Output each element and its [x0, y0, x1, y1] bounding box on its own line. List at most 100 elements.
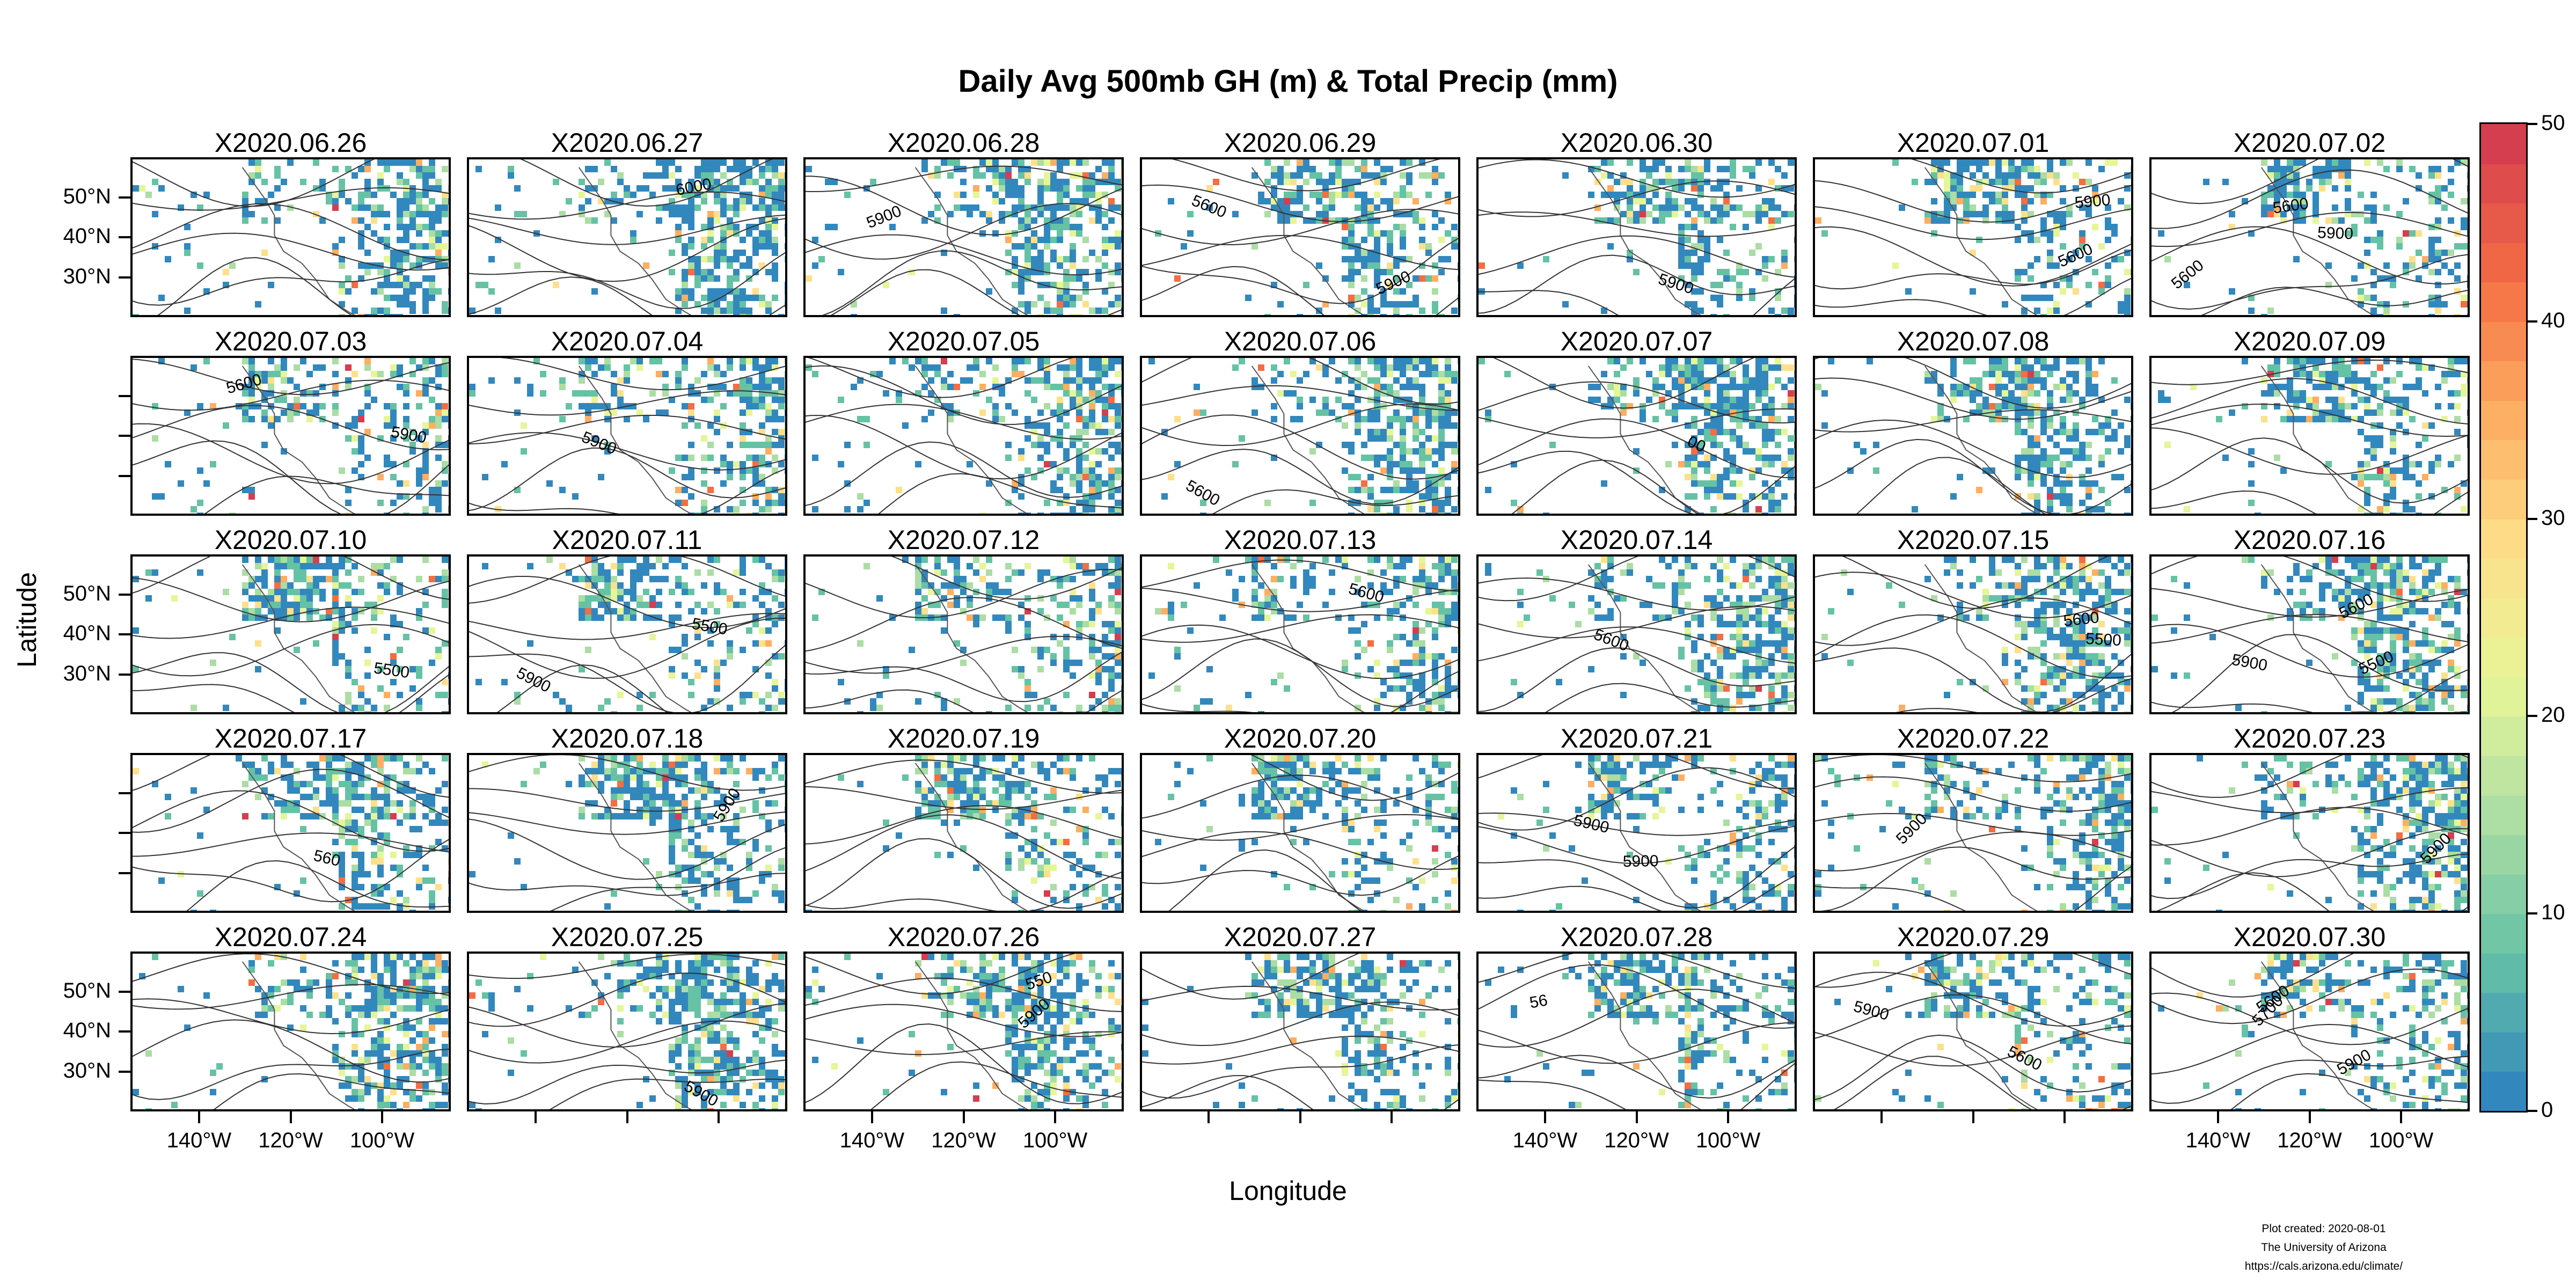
precip-cell	[598, 179, 604, 185]
precip-cell	[242, 589, 248, 595]
precip-cell	[2306, 358, 2312, 364]
precip-cell	[1704, 256, 1710, 262]
precip-cell	[611, 589, 617, 595]
precip-cell	[2416, 480, 2422, 487]
precip-cell	[2008, 179, 2015, 185]
precip-cell	[2053, 455, 2060, 461]
precip-cell	[1050, 705, 1057, 711]
precip-cell	[261, 198, 268, 204]
precip-cell	[1342, 224, 1348, 230]
precip-cell	[1736, 282, 1743, 288]
precip-cell	[1458, 448, 1460, 455]
contour-line	[469, 252, 785, 310]
precip-cell	[656, 557, 662, 563]
precip-cell	[740, 364, 746, 371]
precip-cell	[765, 308, 772, 314]
precip-cell	[720, 211, 727, 217]
precip-cell	[733, 569, 740, 576]
precip-cell	[1413, 429, 1419, 435]
precip-cell	[785, 429, 787, 435]
precip-cell	[1710, 429, 1717, 435]
precip-cell	[630, 614, 636, 621]
precip-cell	[2073, 455, 2079, 461]
precip-cell	[1115, 467, 1121, 474]
precip-cell	[377, 172, 384, 179]
precip-cell	[1620, 364, 1627, 371]
precip-cell	[1284, 685, 1290, 692]
precip-cell	[772, 262, 778, 269]
precip-cell	[2441, 204, 2448, 211]
precip-cell	[1380, 692, 1387, 698]
precip-cell	[255, 602, 261, 608]
precip-cell	[1005, 705, 1012, 711]
precip-cell	[1024, 217, 1031, 224]
precip-cell	[2448, 166, 2454, 172]
precip-cell	[2066, 461, 2073, 467]
precip-cell	[682, 589, 688, 595]
precip-cell	[268, 384, 274, 390]
precip-cell	[740, 442, 746, 448]
precip-cell	[332, 569, 339, 576]
precip-cell	[598, 474, 604, 480]
precip-cell	[1685, 159, 1691, 166]
precip-cell	[960, 377, 967, 384]
precip-cell	[2229, 288, 2235, 295]
precip-cell	[934, 204, 941, 211]
precip-cell	[1374, 172, 1380, 179]
precip-cell	[1089, 192, 1095, 198]
precip-cell	[2111, 159, 2118, 166]
precip-cell	[1633, 448, 1640, 455]
precip-cell	[675, 455, 682, 461]
precip-cell	[1601, 159, 1607, 166]
precip-cell	[1704, 217, 1710, 224]
precip-cell	[1393, 480, 1400, 487]
precip-cell	[2454, 390, 2461, 397]
precip-cell	[1768, 455, 1775, 461]
precip-cell	[2364, 500, 2370, 506]
precip-cell	[1438, 172, 1445, 179]
precip-cell	[688, 262, 694, 269]
precip-cell	[2092, 480, 2098, 487]
precip-cell	[442, 461, 448, 467]
precip-cell	[954, 192, 960, 198]
precip-cell	[1685, 179, 1691, 185]
precip-cell	[682, 204, 688, 211]
contour-line	[2151, 427, 2468, 475]
precip-cell	[2047, 487, 2053, 493]
precip-cell	[1736, 442, 1743, 448]
precip-cell	[358, 685, 364, 692]
precip-cell	[1115, 237, 1121, 243]
precip-cell	[1633, 390, 1640, 397]
precip-cell	[1367, 602, 1374, 608]
precip-cell	[785, 448, 787, 455]
precip-cell	[1258, 364, 1264, 371]
precip-cell	[701, 166, 707, 172]
precip-cell	[1672, 377, 1678, 384]
precip-cell	[1063, 467, 1070, 474]
precip-cell	[2085, 377, 2092, 384]
precip-cell	[2040, 422, 2047, 429]
precip-cell	[422, 211, 429, 217]
precip-cell	[1361, 371, 1367, 377]
precip-cell	[669, 614, 675, 621]
precip-cell	[1024, 435, 1031, 442]
precip-cell	[1828, 358, 1834, 364]
precip-cell	[2467, 377, 2468, 384]
precip-cell	[1271, 576, 1277, 582]
precip-cell	[1374, 159, 1380, 166]
precip-cell	[883, 282, 889, 288]
precip-cell	[1697, 211, 1704, 217]
precip-cell	[1944, 416, 1950, 422]
precip-cell	[1387, 422, 1393, 429]
precip-cell	[752, 640, 759, 647]
precip-cell	[248, 371, 255, 377]
precip-cell	[675, 166, 682, 172]
precip-cell	[364, 224, 371, 230]
precip-cell	[2028, 493, 2034, 500]
precip-cell	[1970, 358, 1976, 364]
precip-cell	[1374, 358, 1380, 364]
precip-cell	[261, 371, 268, 377]
precip-cell	[409, 429, 416, 435]
precip-cell	[1387, 204, 1393, 211]
precip-cell	[1892, 262, 1899, 269]
